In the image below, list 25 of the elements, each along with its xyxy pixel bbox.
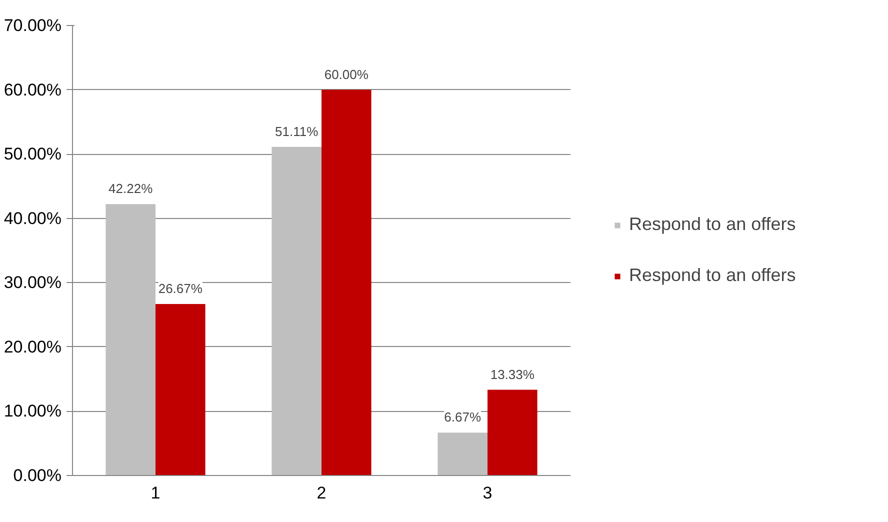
bar — [272, 146, 322, 476]
x-tick-label: 3 — [482, 484, 492, 502]
y-tick-label: 50.00% — [4, 144, 62, 164]
y-tick-label: 10.00% — [4, 402, 62, 421]
bar — [438, 432, 488, 476]
x-tick-label: 2 — [316, 484, 326, 502]
y-tick-label: 60.00% — [4, 80, 62, 100]
legend-label: Respond to an offers — [629, 265, 796, 286]
data-label: 51.11% — [275, 124, 319, 139]
data-label: 26.67% — [158, 281, 203, 296]
y-tick-label: 0.00% — [13, 466, 62, 485]
data-label: 42.22% — [108, 181, 154, 196]
bar — [322, 90, 372, 476]
legend-label: Respond to an offers — [629, 214, 796, 235]
x-tick-label: 1 — [150, 484, 160, 502]
data-label: 13.33% — [490, 366, 535, 382]
y-tick-label: 40.00% — [4, 208, 62, 228]
bar — [488, 390, 538, 476]
data-label: 6.67% — [444, 410, 482, 425]
y-tick-label: 20.00% — [4, 337, 62, 356]
y-tick-label: 70.00% — [4, 16, 62, 35]
bar — [156, 304, 206, 476]
y-tick-label: 30.00% — [4, 273, 62, 292]
data-label: 60.00% — [324, 66, 369, 82]
bar — [106, 204, 156, 476]
